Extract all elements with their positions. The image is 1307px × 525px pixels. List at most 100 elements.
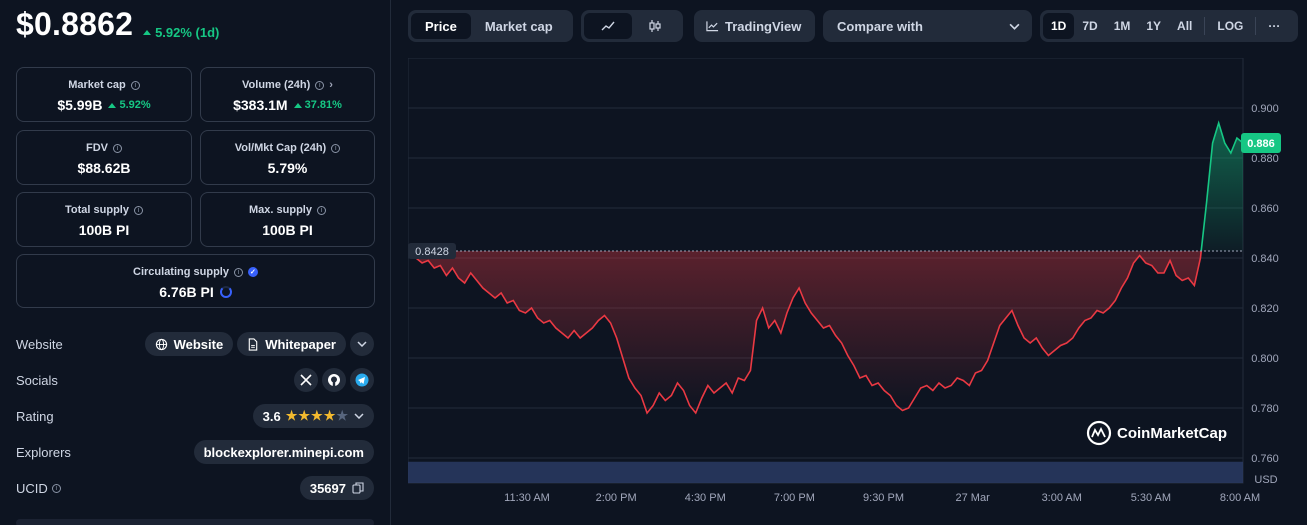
price-change: 5.92% (1d) (143, 25, 219, 40)
socials-label: Socials (16, 372, 58, 388)
candlestick-icon[interactable] (632, 13, 678, 39)
range-7d[interactable]: 7D (1082, 19, 1098, 33)
volume-area (408, 461, 1243, 483)
tab-market-cap[interactable]: Market cap (484, 18, 553, 34)
time-range-tabs: 1D 7D 1M 1Y All LOG ··· (1040, 10, 1298, 42)
market-cap-change: 5.92% (108, 99, 151, 111)
log-toggle[interactable]: LOG (1217, 19, 1244, 33)
rating-value: 3.6 (262, 408, 281, 424)
compare-with-label: Compare with (837, 18, 923, 34)
current-price: $0.8862 (16, 6, 134, 42)
chevron-down-icon[interactable] (350, 332, 374, 356)
website-button[interactable]: Website (144, 332, 234, 356)
price-change-value: 5.92% (1d) (155, 25, 220, 40)
max-supply-value: 100B PI (262, 222, 313, 238)
below-open-fill (416, 251, 1202, 413)
open-price-label: 0.8428 (415, 246, 449, 258)
website-label: Website (16, 336, 63, 352)
website-button-label: Website (173, 336, 224, 352)
scroll-strip (16, 519, 374, 525)
volume-change: 37.81% (293, 99, 342, 111)
tradingview-button[interactable]: TradingView (694, 10, 815, 42)
price-chart[interactable]: 0.8428 0.900 0.880 0.860 0.840 0.820 0.800 0.7… (407, 57, 1307, 525)
info-icon[interactable]: i (133, 205, 143, 215)
globe-icon (155, 338, 167, 350)
rating-dropdown[interactable]: 3.6 ★★★★★ (252, 404, 374, 428)
volume-change-value: 37.81% (304, 99, 342, 111)
total-supply-label: Total supply (65, 204, 129, 216)
open-price-tag: 0.8428 (408, 243, 456, 259)
x-icon[interactable] (294, 368, 318, 392)
range-1y[interactable]: 1Y (1146, 19, 1162, 33)
divider (1255, 17, 1257, 35)
info-icon[interactable]: i (113, 143, 122, 153)
github-icon[interactable] (322, 368, 346, 392)
star-rating: ★★★★★ (286, 408, 349, 424)
more-options-button[interactable]: ··· (1268, 19, 1281, 33)
chart-style-tabs (581, 10, 683, 42)
explorer-link[interactable]: blockexplorer.minepi.com (193, 440, 374, 464)
y-tick-label: 0.880 (1251, 153, 1279, 165)
total-supply-card: Total supply i 100B PI (16, 192, 192, 247)
x-tick-label: 27 Mar (956, 492, 991, 504)
coinmarketcap-logo-mark (1091, 426, 1106, 438)
ucid-value: 35697 (309, 480, 346, 496)
info-icon[interactable]: i (233, 267, 243, 277)
y-tick-label: 0.800 (1251, 353, 1279, 365)
range-all[interactable]: All (1177, 19, 1193, 33)
info-icon[interactable]: i (51, 483, 61, 493)
telegram-icon[interactable] (350, 368, 374, 392)
x-tick-label: 5:30 AM (1131, 492, 1171, 504)
chart-fills (416, 123, 1243, 413)
circulating-supply-card: Circulating supply i ✓ 6.76B PI (16, 254, 375, 308)
progress-ring-icon (219, 286, 232, 298)
chart-line-icon (706, 21, 719, 32)
triangle-up-icon (108, 102, 117, 108)
vol-mkt-cap-label: Vol/Mkt Cap (24h) (234, 142, 327, 154)
socials-row: Socials (16, 367, 374, 393)
star-empty-icon: ★ (336, 408, 349, 423)
chevron-down-icon (354, 413, 364, 419)
ucid-row: UCID i 35697 (16, 475, 374, 501)
volume-value: $383.1M (233, 97, 288, 113)
tab-price[interactable]: Price (411, 13, 471, 39)
compare-with-dropdown[interactable]: Compare with (823, 10, 1032, 42)
coinmarketcap-logo-icon (1086, 420, 1112, 446)
y-unit-label: USD (1254, 474, 1277, 486)
vol-mkt-cap-card: Vol/Mkt Cap (24h) i 5.79% (200, 130, 375, 185)
website-row: Website Website Whitepaper (16, 331, 374, 357)
x-tick-label: 4:30 PM (685, 492, 726, 504)
chart-lines (415, 120, 1244, 415)
chevron-right-icon[interactable]: › (329, 79, 333, 91)
left-panel: $0.8862 5.92% (1d) Market cap i $5.99B 5.… (0, 0, 391, 525)
range-1m[interactable]: 1M (1113, 19, 1131, 33)
chart-type-tabs: Price Market cap (408, 10, 573, 42)
range-1d[interactable]: 1D (1043, 13, 1075, 39)
volume-card[interactable]: Volume (24h) i › $383.1M 37.81% (200, 67, 375, 122)
info-icon[interactable]: i (130, 80, 140, 90)
price-line-above-open (1200, 120, 1244, 252)
info-icon[interactable]: i (316, 205, 326, 215)
fdv-card: FDV i $88.62B (16, 130, 192, 185)
market-cap-value: $5.99B (57, 97, 103, 113)
price-line-below-open (415, 250, 1203, 415)
current-price-tag: 0.886 (1241, 133, 1281, 153)
document-icon (248, 337, 258, 351)
x-tick-label: 11:30 AM (504, 492, 550, 504)
fdv-value: $88.62B (77, 160, 131, 176)
info-icon[interactable]: i (315, 80, 325, 90)
price-header: $0.8862 5.92% (1d) (16, 6, 219, 43)
fdv-label: FDV (86, 142, 108, 154)
info-icon[interactable]: i (331, 143, 341, 153)
vol-mkt-cap-value: 5.79% (267, 160, 308, 176)
market-cap-card: Market cap i $5.99B 5.92% (16, 67, 192, 122)
y-tick-label: 0.860 (1251, 203, 1279, 215)
line-chart-icon[interactable] (584, 13, 632, 39)
whitepaper-button[interactable]: Whitepaper (237, 332, 346, 356)
triangle-up-icon (293, 102, 302, 108)
x-tick-label: 9:30 PM (863, 492, 904, 504)
ucid-copy-button[interactable]: 35697 (299, 476, 374, 500)
price-chart-svg: 0.8428 0.900 0.880 0.860 0.840 0.820 0.800 0.7… (407, 57, 1281, 504)
rating-label: Rating (16, 408, 54, 424)
circulating-supply-label: Circulating supply (133, 266, 229, 278)
